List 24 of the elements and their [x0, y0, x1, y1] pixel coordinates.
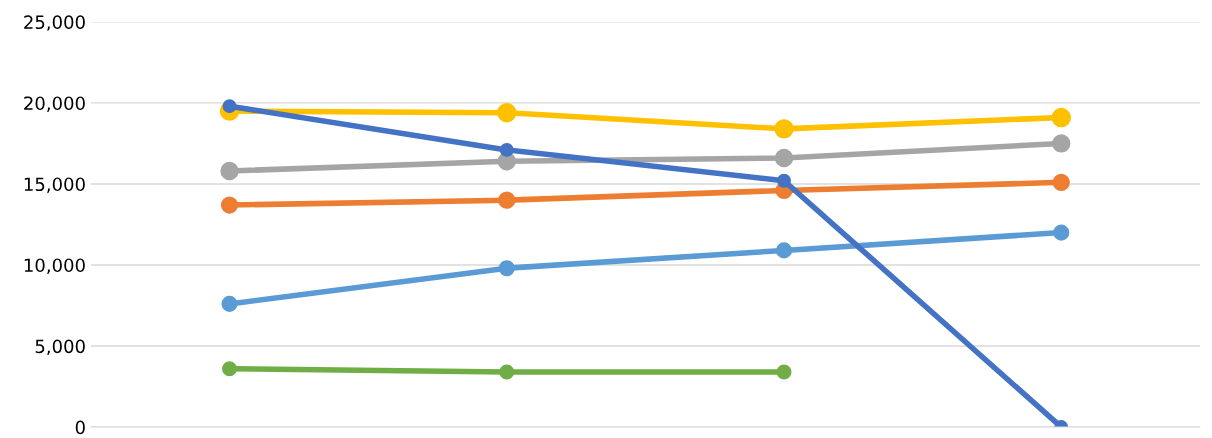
point [498, 260, 515, 277]
y-tick-label: 25,000 [24, 15, 85, 31]
point [499, 364, 515, 380]
point [221, 295, 238, 312]
y-tick-label: 15,000 [24, 177, 85, 193]
point [776, 364, 792, 380]
point [498, 191, 516, 209]
y-tick-label: 20,000 [24, 96, 85, 112]
point [1052, 134, 1071, 153]
point [222, 361, 238, 377]
point [775, 242, 793, 259]
point [1052, 173, 1070, 191]
y-tick-label: 0 [75, 420, 85, 435]
point [497, 102, 517, 123]
point [774, 119, 794, 139]
y-tick-label: 10,000 [24, 258, 85, 274]
point [1051, 107, 1071, 128]
point [220, 196, 239, 214]
point [774, 148, 794, 168]
y-tick-label: 5,000 [35, 339, 85, 355]
point [1053, 224, 1070, 241]
point [777, 173, 791, 188]
point [499, 142, 514, 157]
point [220, 161, 239, 181]
